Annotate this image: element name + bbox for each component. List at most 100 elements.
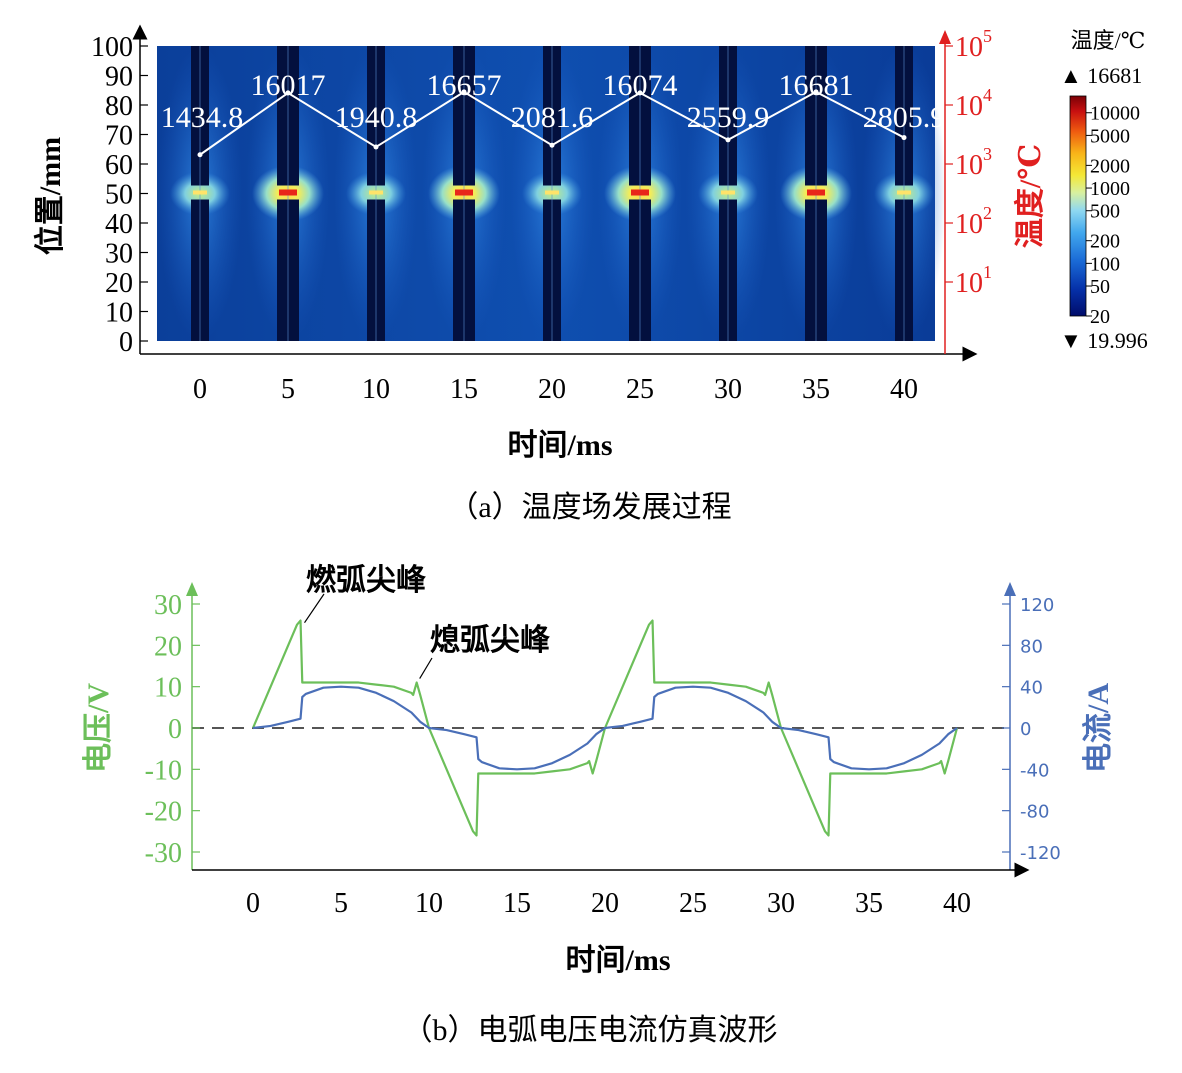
heatmap-x-tick-label: 30 [714, 374, 742, 405]
waveform-x-tick-label: 15 [503, 888, 531, 919]
colorbar-title: 温度/℃ [1071, 28, 1146, 53]
voltage-tick-label: 20 [154, 631, 182, 662]
colorbar-tick-label: 100 [1090, 253, 1120, 275]
heatmap-y-axis-label: 位置/mm [33, 137, 67, 255]
waveform-series [251, 619, 959, 837]
waveform-x-tick-label: 30 [767, 888, 795, 919]
current-tick-label: -80 [1020, 802, 1049, 823]
heatmap-y-tick-label: 70 [105, 121, 133, 152]
peak-temperature-label: 16681 [779, 69, 854, 102]
voltage-current-panel: -30 -20 -10 0 10 20 30 -120 -80 -40 0 40 80 120 0 5 10… [82, 564, 1115, 1047]
peak-temperature-point [901, 135, 907, 141]
arc-extinction-pointer [419, 657, 433, 679]
peak-temperature-point [725, 137, 731, 143]
arc-core [721, 190, 735, 195]
colorbar-tick-label: 10000 [1090, 103, 1140, 125]
arc-core [897, 190, 911, 195]
voltage-tick-label: 10 [154, 673, 182, 704]
peak-temperature-label: 2559.9 [687, 101, 770, 134]
heatmap-right-axis-label: 温度/℃ [1014, 144, 1047, 248]
heatmap-x-tick-label: 20 [538, 374, 566, 405]
heatmap-right-tick-label: 103 [955, 144, 992, 181]
peak-temperature-point [549, 142, 555, 148]
voltage-tick-label: -30 [145, 838, 182, 869]
waveform-x-tick-label: 5 [334, 888, 348, 919]
heatmap-y-tick-label: 0 [119, 327, 133, 358]
voltage-tick-label: 30 [154, 590, 182, 621]
heatmap-right-tick-label: 104 [955, 85, 992, 122]
waveform-x-tick-label: 40 [943, 888, 971, 919]
heatmap-y-tick-label: 20 [105, 268, 133, 299]
arc-ignition-label: 燃弧尖峰 [306, 564, 426, 597]
heatmap-x-tick-label: 0 [193, 374, 207, 405]
heatmap-right-axis-arrow [939, 30, 951, 44]
peak-temperature-label: 1434.8 [161, 101, 244, 134]
heatmap-y-tick-label: 100 [91, 32, 133, 63]
waveform-x-tick-label: 20 [591, 888, 619, 919]
voltage-ticks: -30 -20 -10 0 10 20 30 [145, 590, 200, 869]
peak-temperature-point [285, 90, 291, 96]
waveform-x-tick-label: 35 [855, 888, 883, 919]
heatmap-y-tick-label: 40 [105, 209, 133, 240]
colorbar-tick-label: 5000 [1090, 125, 1130, 147]
current-tick-label: -120 [1020, 843, 1061, 864]
current-series-line [252, 685, 958, 771]
colorbar-tick-label: 50 [1090, 276, 1110, 298]
heatmap-y-tick-label: 80 [105, 91, 133, 122]
heatmap-x-tick-label: 40 [890, 374, 918, 405]
current-tick-label: 0 [1020, 719, 1031, 740]
peak-temperature-label: 1940.8 [335, 101, 418, 134]
arc-core [807, 189, 825, 196]
heatmap-x-tick-label: 10 [362, 374, 390, 405]
waveform-x-ticks: 0 5 10 15 20 25 30 35 40 [246, 888, 971, 919]
current-axis-label: 电流/A [1082, 683, 1115, 773]
heatmap-y-tick-label: 90 [105, 62, 133, 93]
voltage-axis-arrow [186, 582, 198, 596]
waveform-x-tick-label: 10 [415, 888, 443, 919]
peak-temperature-label: 16074 [603, 69, 678, 102]
heatmap-right-tick-label: 105 [955, 26, 992, 63]
heatmap-x-tick-label: 35 [802, 374, 830, 405]
heatmap-right-tick-label: 101 [955, 262, 992, 299]
voltage-tick-label: 0 [168, 714, 182, 745]
peak-temperature-label: 16657 [427, 69, 502, 102]
voltage-axis-label: 电压/V [82, 683, 115, 773]
arc-core [369, 190, 383, 195]
colorbar-min-label: ▼ 19.996 [1060, 328, 1148, 353]
waveform-caption: （b）电弧电压电流仿真波形 [403, 1014, 778, 1047]
peak-temperature-point [813, 89, 819, 95]
peak-temperature-label: 16017 [251, 69, 326, 102]
arc-core [279, 189, 297, 196]
arc-ignition-pointer [304, 593, 325, 624]
current-ticks: -120 -80 -40 0 40 80 120 [1002, 595, 1061, 864]
heatmap-y-tick-label: 50 [105, 180, 133, 211]
heatmap-x-ticks: 0 5 10 15 20 25 30 35 40 [193, 374, 918, 405]
peak-temperature-label: 2805.9 [863, 101, 946, 134]
arc-core [193, 190, 207, 195]
colorbar-tick-label: 500 [1090, 201, 1120, 223]
heatmap-y-tick-label: 30 [105, 239, 133, 270]
peak-temperature-line [197, 89, 907, 158]
waveform-x-tick-label: 25 [679, 888, 707, 919]
current-tick-label: 40 [1020, 678, 1043, 699]
current-tick-label: -40 [1020, 760, 1049, 781]
current-tick-label: 80 [1020, 636, 1043, 657]
peak-temperature-point [637, 90, 643, 96]
current-tick-label: 120 [1020, 595, 1054, 616]
waveform-axes [186, 582, 1030, 878]
heatmap-right-tick-label: 102 [955, 203, 992, 240]
heatmap-x-axis-label: 时间/ms [508, 429, 613, 462]
colorbar-max-label: ▲ 16681 [1060, 63, 1142, 88]
peak-temperature-point [461, 89, 467, 95]
colorbar-tick-label: 20 [1090, 306, 1110, 328]
arc-core [545, 190, 559, 195]
heatmap-x-tick-label: 25 [626, 374, 654, 405]
peak-temperature-point [197, 152, 203, 158]
heatmap-x-tick-label: 5 [281, 374, 295, 405]
